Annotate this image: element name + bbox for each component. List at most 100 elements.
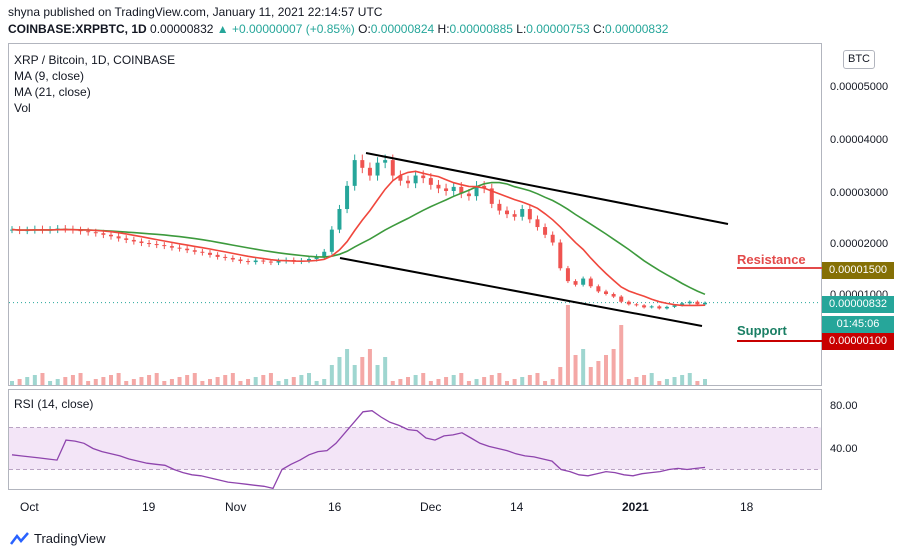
legend-ma9[interactable]: MA (9, close) [14,69,85,83]
candle [497,203,502,211]
candle [307,258,311,261]
candle [185,248,190,251]
rsi-band [9,427,821,470]
candle [200,251,205,253]
candle [162,245,167,247]
candle [558,242,563,269]
volume-bar [634,377,639,385]
candle [505,210,509,215]
candle [261,260,266,262]
candle [169,246,174,248]
upper-trendline [365,152,729,225]
candle [527,209,532,220]
candle [444,188,449,191]
candle [86,231,91,233]
candle [154,244,159,246]
volume-bar [573,355,578,385]
candle [588,278,593,287]
legend-vol[interactable]: Vol [14,101,31,115]
candle [131,239,136,242]
volume-bar [596,361,601,385]
candle [139,241,144,244]
candle [474,185,479,197]
candle [687,301,692,304]
candle [489,188,494,204]
candle [230,257,235,260]
candle [383,160,388,163]
volume-bar [680,375,685,385]
candle [268,261,273,263]
candle [664,306,669,309]
price-tick: 0.00004000 [830,134,889,146]
time-tick: 19 [142,500,156,514]
volume-bar [154,373,159,385]
volume-bar [268,373,273,385]
volume-bar [177,377,182,385]
volume-bar [642,375,647,385]
candle [543,227,548,235]
currency-button[interactable]: BTC [843,50,875,69]
symbol-name: COINBASE:XRPBTC, 1D [8,22,147,36]
volume-bar [291,377,296,385]
candle [459,186,464,194]
volume-bar [70,375,75,385]
volume-bar [505,381,509,385]
volume-bar [284,379,289,385]
volume-bar [619,325,624,385]
volume-bar [360,357,365,385]
resistance-price-tag: 0.00001500 [822,262,894,279]
legend-ma21[interactable]: MA (21, close) [14,85,91,99]
candle [657,306,662,309]
candle [352,160,357,186]
candle [337,209,342,230]
main-chart-pane[interactable] [8,43,822,386]
volume-bar [192,373,197,385]
candle [276,261,281,263]
candle [436,184,441,189]
volume-bar [626,379,631,385]
volume-bar [695,381,700,385]
high-label: H: [437,22,450,36]
volume-bar [10,381,14,385]
open-label: O: [358,22,371,36]
volume-bar [162,381,167,385]
volume-bar [261,375,266,385]
rsi-legend[interactable]: RSI (14, close) [14,397,94,411]
candle [626,301,631,305]
volume-bar [375,365,380,385]
candle [619,296,624,302]
low-label: L: [516,22,527,36]
candle [208,252,212,255]
candle [329,229,334,252]
rsi-pane[interactable] [8,389,822,490]
volume-bar [649,373,654,385]
volume-bar [390,381,395,385]
support-price-tag: 0.00000100 [822,333,894,350]
volume-bar [208,379,212,385]
volume-bar [124,381,129,385]
candle [192,250,197,252]
candle [421,175,426,179]
volume-bar [48,381,53,385]
lower-trendline [339,257,703,327]
volume-bar [565,305,570,385]
tradingview-logo[interactable]: TradingView [10,531,106,546]
volume-bar [474,379,479,385]
candle [649,306,654,308]
volume-bar [116,373,121,385]
time-tick: 16 [328,500,342,514]
volume-bar [200,381,205,385]
time-tick: 18 [740,500,754,514]
candle [345,185,350,210]
volume-bar [543,381,548,385]
candle [413,175,418,184]
ma9-line [11,170,706,307]
ohlc-line: COINBASE:XRPBTC, 1D 0.00000832 ▲ +0.0000… [8,22,668,36]
candle [124,238,129,240]
volume-bar [238,381,243,385]
high-value: 0.00000885 [449,22,513,36]
close-value: 0.00000832 [605,22,669,36]
candle [596,286,601,292]
volume-bar [17,379,22,385]
